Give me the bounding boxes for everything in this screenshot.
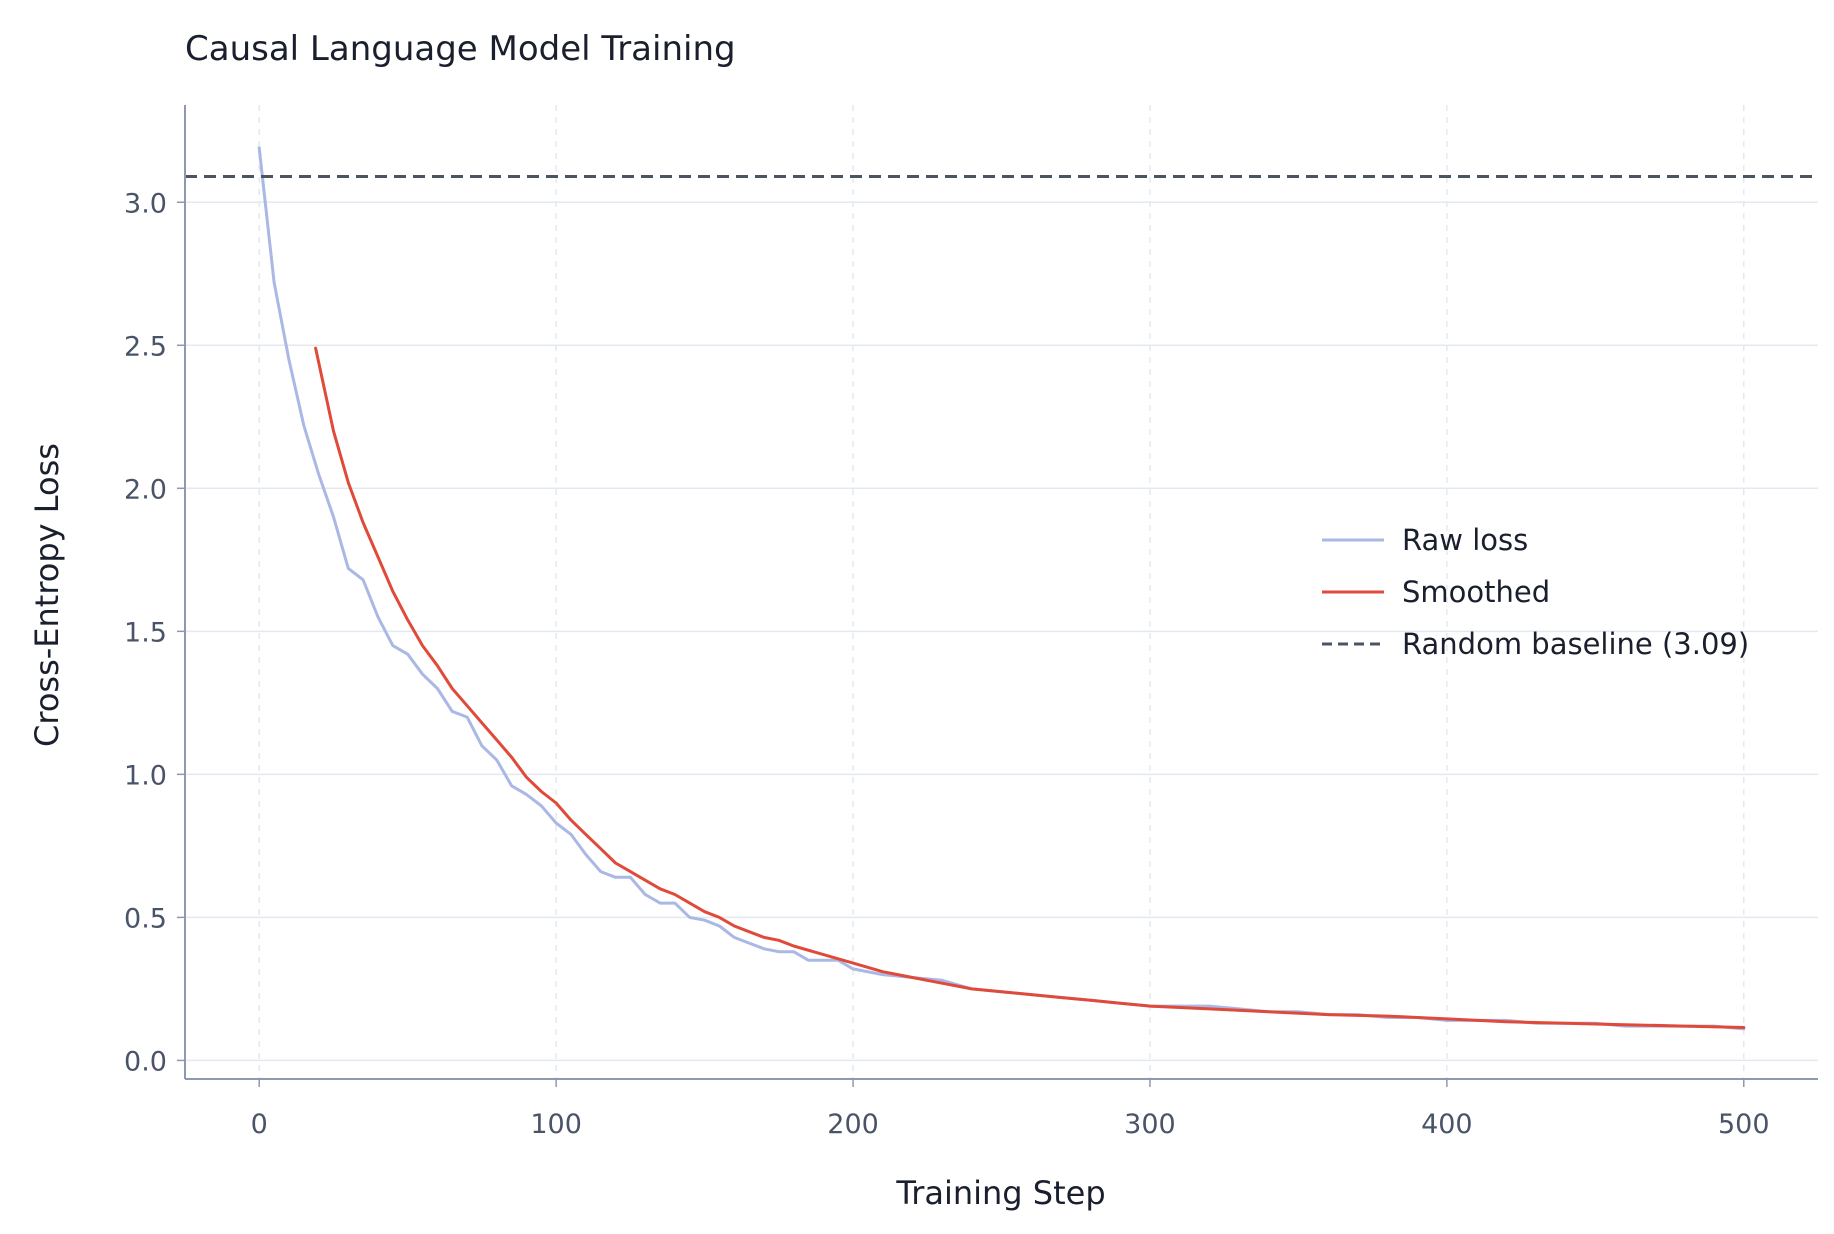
legend: Raw loss Smoothed Random baseline (3.09) xyxy=(1322,523,1749,661)
y-tick-label: 0.0 xyxy=(124,1046,167,1077)
legend-raw-loss-label: Raw loss xyxy=(1402,523,1528,557)
y-tick-label: 2.5 xyxy=(124,331,167,362)
chart-title: Causal Language Model Training xyxy=(185,29,736,69)
x-tick-label: 0 xyxy=(251,1109,268,1140)
y-tick-label: 1.0 xyxy=(124,760,167,791)
x-tick-label: 100 xyxy=(530,1109,582,1140)
y-axis-label: Cross-Entropy Loss xyxy=(28,443,66,747)
grid xyxy=(185,105,1818,1079)
x-tick-label: 200 xyxy=(827,1109,879,1140)
y-tick-label: 2.0 xyxy=(124,474,167,505)
tick-labels: 0.0 0.5 1.0 1.5 2.0 2.5 3.0 0 100 200 300 400 500 xyxy=(124,188,1769,1140)
x-tick-label: 500 xyxy=(1718,1109,1770,1140)
y-tick-label: 1.5 xyxy=(124,617,167,648)
x-axis-label: Training Step xyxy=(895,1174,1105,1212)
axes xyxy=(177,105,1818,1087)
x-tick-label: 400 xyxy=(1421,1109,1473,1140)
y-tick-label: 0.5 xyxy=(124,903,167,934)
legend-baseline-label: Random baseline (3.09) xyxy=(1402,627,1749,661)
series-line-smoothed xyxy=(314,346,1746,1029)
series-layer xyxy=(185,146,1818,1031)
y-tick-label: 3.0 xyxy=(124,188,167,219)
x-tick-label: 300 xyxy=(1124,1109,1176,1140)
legend-smoothed-label: Smoothed xyxy=(1402,575,1550,609)
